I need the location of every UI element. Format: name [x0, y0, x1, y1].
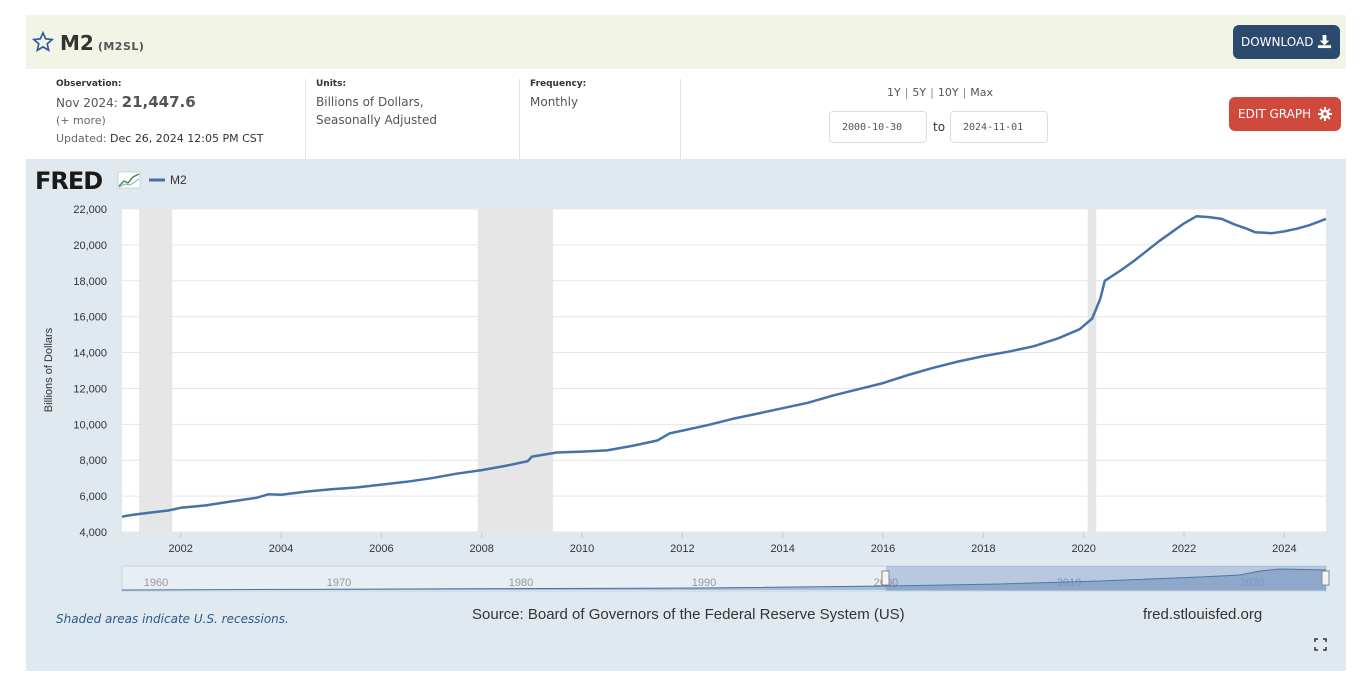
fred-logo: FRED — [35, 167, 102, 195]
frequency-label: Frequency: — [530, 79, 587, 89]
x-tick-label: 2022 — [1172, 543, 1196, 555]
fred-url[interactable]: fred.stlouisfed.org — [1143, 606, 1263, 623]
recession-band — [1087, 209, 1097, 532]
units-panel: Units: Billions of Dollars, Seasonally A… — [316, 79, 520, 159]
navigator-tick-label: 1960 — [144, 577, 168, 589]
edit-graph-label: EDIT GRAPH — [1238, 107, 1312, 121]
plot-background — [122, 209, 1326, 532]
range-max-button[interactable]: Max — [970, 86, 994, 99]
navigator-series-line — [121, 568, 1327, 591]
y-tick-label: 6,000 — [79, 491, 107, 503]
x-tick-label: 2020 — [1071, 543, 1095, 555]
x-tick-label: 2014 — [770, 543, 794, 555]
source-text: Source: Board of Governors of the Federa… — [472, 606, 905, 623]
start-date-input[interactable]: 2000-10-30 — [829, 111, 927, 143]
fullscreen-icon[interactable] — [1314, 638, 1327, 651]
download-icon — [1317, 34, 1332, 49]
frequency-value: Monthly — [530, 95, 579, 109]
edit-graph-button[interactable]: EDIT GRAPH — [1229, 97, 1341, 131]
recession-note: Shaded areas indicate U.S. recessions. — [56, 612, 289, 626]
end-date-input[interactable]: 2024-11-01 — [950, 111, 1048, 143]
navigator-tick-label: 1970 — [327, 577, 351, 589]
navigator-tick-label: 1990 — [692, 577, 716, 589]
observation-label: Observation: — [56, 79, 122, 89]
series-name: M2 — [60, 31, 94, 55]
updated-line: Updated: Dec 26, 2024 12:05 PM CST — [56, 130, 305, 148]
y-axis-label: Billions of Dollars — [43, 327, 55, 412]
y-tick-label: 16,000 — [73, 312, 107, 324]
navigator-selection[interactable] — [886, 566, 1326, 591]
download-button[interactable]: DOWNLOAD — [1233, 25, 1340, 59]
observation-date: Nov 2024: — [56, 96, 118, 110]
navigator-handle-right[interactable] — [1321, 570, 1330, 586]
download-label: DOWNLOAD — [1241, 35, 1314, 49]
x-tick-label: 2010 — [570, 543, 594, 555]
y-tick-label: 20,000 — [73, 240, 107, 252]
recession-band — [139, 209, 173, 532]
range-buttons: 1Y | 5Y | 10Y | Max — [886, 86, 994, 99]
x-tick-label: 2024 — [1272, 543, 1296, 555]
star-icon[interactable] — [32, 31, 54, 53]
y-tick-label: 14,000 — [73, 348, 107, 360]
y-tick-label: 4,000 — [79, 527, 107, 539]
x-tick-label: 2006 — [369, 543, 393, 555]
y-tick-label: 22,000 — [73, 204, 107, 216]
x-tick-label: 2008 — [469, 543, 493, 555]
x-tick-label: 2012 — [670, 543, 694, 555]
to-label: to — [933, 120, 946, 134]
units-label: Units: — [316, 79, 347, 89]
units-line2: Seasonally Adjusted — [316, 113, 438, 127]
y-tick-label: 12,000 — [73, 383, 107, 395]
x-tick-label: 2016 — [871, 543, 895, 555]
observation-line: Nov 2024: 21,447.6 — [56, 93, 305, 112]
range-10y-button[interactable]: 10Y — [937, 86, 959, 99]
updated-value: Dec 26, 2024 12:05 PM CST — [110, 132, 264, 145]
recession-band — [477, 209, 553, 532]
legend-label: M2 — [170, 173, 187, 187]
fred-logo-icon — [117, 171, 141, 189]
y-tick-label: 8,000 — [79, 455, 107, 467]
navigator-tick-label: 1980 — [509, 577, 533, 589]
y-tick-label: 18,000 — [73, 276, 107, 288]
x-tick-label: 2018 — [971, 543, 995, 555]
gear-icon — [1318, 107, 1332, 121]
series-line-m2 — [121, 214, 1327, 518]
series-id: (M2SL) — [97, 40, 145, 53]
series-header: M2 (M2SL) DOWNLOAD — [26, 15, 1346, 69]
observation-value: 21,447.6 — [121, 93, 196, 111]
y-tick-label: 10,000 — [73, 419, 107, 431]
navigator-handle-left[interactable] — [881, 570, 890, 586]
observation-panel: Observation: Nov 2024: 21,447.6 (+ more)… — [56, 79, 306, 159]
more-link[interactable]: (+ more) — [56, 114, 106, 127]
units-line1: Billions of Dollars, — [316, 95, 424, 109]
x-tick-label: 2002 — [168, 543, 192, 555]
range-1y-button[interactable]: 1Y — [886, 86, 901, 99]
range-5y-button[interactable]: 5Y — [912, 86, 927, 99]
updated-label: Updated: — [56, 132, 107, 145]
frequency-panel: Frequency: Monthly — [530, 79, 681, 159]
page-title: M2 (M2SL) — [60, 31, 144, 55]
x-tick-label: 2004 — [269, 543, 293, 555]
navigator-series — [122, 569, 1326, 590]
